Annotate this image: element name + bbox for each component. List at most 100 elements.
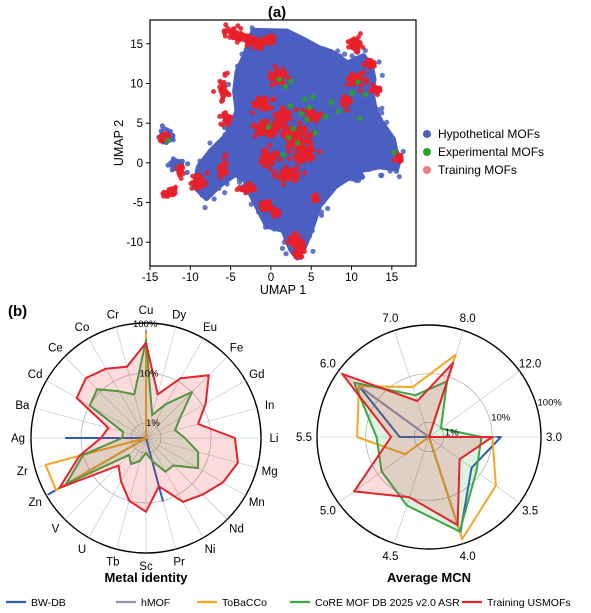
- training-mof-point: [305, 138, 311, 144]
- hypothetical-mof-point: [249, 172, 256, 178]
- hypothetical-mof-point: [249, 25, 255, 31]
- hypothetical-mof-point: [211, 196, 217, 202]
- hypothetical-mof-point: [222, 131, 228, 138]
- training-mof-point: [271, 96, 277, 102]
- training-mof-point: [231, 26, 237, 32]
- y-tick-label: -10: [126, 237, 143, 249]
- experimental-mof-point: [312, 129, 318, 136]
- category-label: 3.0: [546, 432, 562, 444]
- category-label: Cd: [28, 369, 43, 381]
- radar-series-4: [58, 341, 239, 513]
- hypothetical-mof-point: [378, 172, 384, 179]
- hypothetical-mof-point: [259, 180, 265, 186]
- hypothetical-mof-point: [357, 174, 363, 180]
- category-label: 7.0: [382, 313, 398, 325]
- hypothetical-mof-point: [271, 226, 277, 232]
- training-mof-point: [260, 148, 266, 154]
- experimental-mof-point: [288, 78, 294, 84]
- hypothetical-mof-point: [255, 209, 262, 215]
- x-tick-label: -5: [225, 272, 235, 284]
- training-mof-point: [374, 86, 380, 92]
- hypothetical-mof-point: [376, 59, 382, 65]
- hypothetical-mof-point: [309, 228, 315, 234]
- legend-marker: [423, 130, 431, 138]
- training-mof-point: [226, 121, 232, 127]
- hypothetical-mof-point: [246, 75, 252, 82]
- metal-identity-title: Metal identity: [104, 570, 188, 585]
- experimental-mof-point: [294, 140, 301, 146]
- metal-identity-radar: 1% 10% 100% Cu Cr Co Ce Cd Ba Ag Zr Zn V U Tb Sc Pr Ni Nd M…: [11, 305, 279, 573]
- hypothetical-mof-point: [233, 128, 239, 134]
- training-mof-point: [219, 98, 225, 104]
- training-mof-point: [343, 99, 349, 105]
- category-label: Gd: [249, 369, 264, 381]
- hypothetical-mof-point: [227, 130, 233, 136]
- legend-label: ToBaCCo: [222, 597, 267, 609]
- y-tick-label: -5: [133, 198, 143, 210]
- radar-spoke: [145, 380, 246, 439]
- category-label: 3.5: [522, 505, 538, 517]
- legend-label: Training USMOFs: [487, 597, 571, 609]
- training-mof-point: [261, 163, 267, 169]
- training-mof-point: [272, 209, 278, 215]
- training-mof-point: [289, 141, 295, 147]
- x-tick-label: 15: [385, 272, 398, 284]
- training-mof-point: [344, 107, 350, 113]
- category-label: Nd: [229, 524, 244, 536]
- training-mof-point: [297, 252, 303, 258]
- training-mof-point: [292, 154, 298, 160]
- radar-spoke: [145, 356, 228, 439]
- hypothetical-mof-point: [306, 233, 313, 239]
- training-mof-point: [161, 133, 167, 139]
- training-mof-point: [258, 200, 264, 206]
- training-mof-point: [295, 237, 301, 243]
- hypothetical-mof-point: [222, 190, 228, 196]
- hypothetical-mof-point: [239, 51, 245, 57]
- y-tick-label: 10: [130, 78, 143, 90]
- training-mof-point: [219, 171, 225, 177]
- training-mof-point: [296, 134, 302, 140]
- training-mof-point: [275, 115, 281, 121]
- training-mof-point: [301, 158, 307, 164]
- training-mof-point: [287, 235, 293, 241]
- training-mof-point: [271, 120, 277, 126]
- radar-spoke: [145, 437, 246, 496]
- category-label: 5.5: [296, 432, 312, 444]
- experimental-mof-point: [287, 103, 293, 109]
- hypothetical-mof-point: [325, 205, 331, 212]
- training-mof-point: [360, 44, 366, 50]
- experimental-mof-point: [335, 108, 342, 114]
- training-mof-point: [317, 149, 323, 155]
- training-mof-point: [276, 211, 282, 217]
- training-mof-point: [190, 173, 196, 179]
- experimental-mof-point: [349, 90, 356, 96]
- training-mof-point: [291, 176, 297, 182]
- x-tick-label: 10: [345, 272, 358, 284]
- training-mof-point: [226, 92, 232, 98]
- training-mof-point: [281, 177, 287, 183]
- training-mof-point: [347, 75, 353, 81]
- training-mof-point: [313, 196, 319, 202]
- training-mof-point: [235, 31, 241, 37]
- category-label: Cu: [139, 305, 154, 317]
- training-mof-point: [253, 43, 259, 49]
- radar-spoke: [115, 326, 147, 439]
- radar-spoke: [46, 380, 147, 439]
- training-mof-point: [282, 120, 288, 126]
- training-mof-point: [312, 117, 318, 123]
- training-mof-point: [304, 150, 310, 156]
- hypothetical-mof-point: [159, 123, 165, 129]
- training-mof-point: [266, 199, 272, 205]
- training-mof-point: [219, 87, 225, 93]
- training-mof-point: [265, 34, 271, 40]
- hypothetical-mof-point: [310, 248, 316, 254]
- training-mof-point: [222, 118, 228, 124]
- training-mof-point: [171, 187, 177, 193]
- training-mof-point: [194, 177, 200, 183]
- category-label: Mn: [249, 497, 265, 509]
- x-tick-label: 5: [308, 272, 314, 284]
- experimental-mof-point: [298, 110, 305, 117]
- training-mof-point: [287, 125, 293, 131]
- radial-tick-label: 10%: [140, 369, 160, 380]
